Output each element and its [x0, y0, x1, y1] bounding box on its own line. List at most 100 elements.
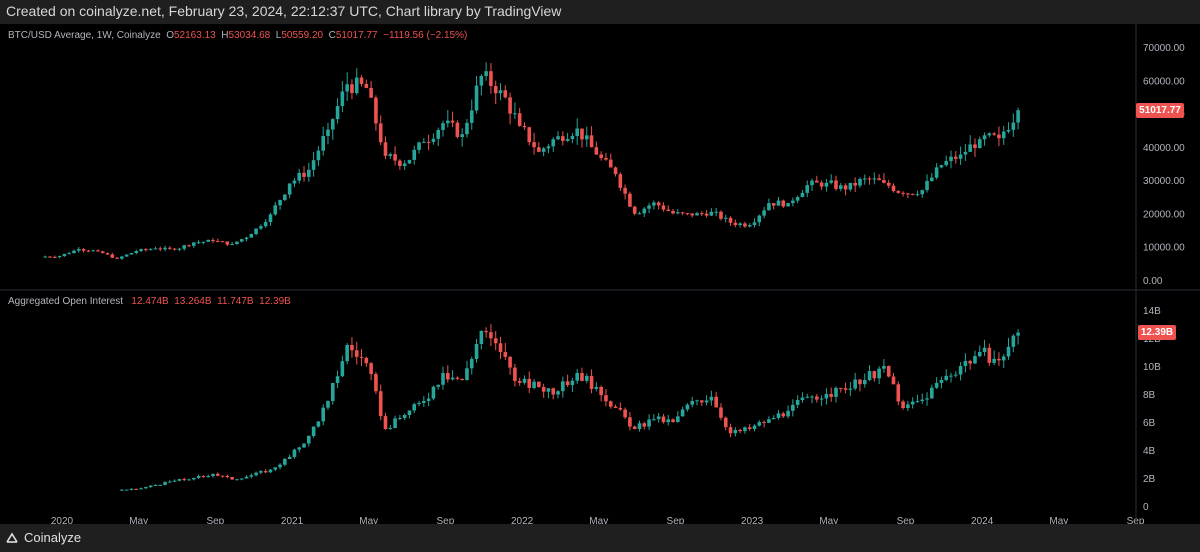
price-candle [656, 202, 661, 206]
oi-last-value-tag: 12.39B [1138, 325, 1176, 340]
price-candle [541, 148, 546, 152]
price-candle [709, 211, 714, 216]
oi-candle [287, 457, 292, 459]
oi-candle [987, 347, 992, 363]
oi-candle [886, 366, 891, 377]
price-candle [163, 247, 167, 250]
oi-candle [910, 401, 915, 405]
oi-candle [752, 425, 757, 429]
oi-candle [968, 361, 972, 364]
oi-candle [776, 413, 781, 419]
created-caption: Created on coinalyze.net, February 23, 2… [6, 3, 562, 19]
price-candle [647, 205, 651, 209]
price-candle [589, 135, 594, 148]
oi-candle [259, 471, 263, 473]
oi-candle [594, 387, 599, 389]
price-candle [944, 161, 949, 166]
price-candle [297, 172, 302, 181]
oi-candle [743, 427, 747, 432]
oi-candle [604, 395, 608, 402]
oi-candle [901, 401, 905, 408]
price-y-tick-label: 20000.00 [1143, 209, 1185, 220]
oi-candle [340, 361, 345, 377]
oi-candle [311, 426, 316, 436]
oi-candle [292, 449, 297, 457]
price-candle [954, 156, 958, 159]
price-candle [637, 213, 642, 215]
price-candle [206, 240, 210, 242]
price-candle [973, 144, 977, 149]
price-candle [100, 251, 105, 254]
price-last-value-tag: 51017.77 [1136, 103, 1184, 118]
price-candle [321, 135, 325, 151]
oi-candle [321, 407, 325, 422]
oi-candle [254, 472, 258, 476]
price-candle [584, 135, 589, 140]
price-candle [848, 182, 853, 190]
oi-candle [676, 416, 680, 422]
price-candle [743, 223, 747, 227]
price-candle [838, 185, 843, 189]
price-candle [177, 248, 182, 250]
price-candle [992, 133, 996, 135]
oi-candle [853, 379, 857, 389]
price-candle [67, 253, 71, 255]
oi-candle [187, 479, 191, 481]
price-candle [570, 136, 575, 139]
oi-legend-title: Aggregated Open Interest [8, 296, 124, 307]
price-candle [503, 90, 508, 98]
oi-y-tick-label: 4B [1143, 446, 1156, 457]
footer-brand[interactable]: Coinalyze [24, 530, 82, 545]
price-candle [680, 212, 685, 214]
oi-candle [589, 375, 594, 389]
footer-bar: Coinalyze [0, 524, 1200, 552]
oi-candle [795, 400, 800, 405]
x-tick-label: May [589, 516, 608, 524]
oi-candle [671, 419, 675, 422]
price-candle [642, 208, 647, 214]
oi-candle [906, 404, 910, 408]
price-candle [292, 180, 297, 184]
price-candle [134, 251, 139, 254]
oi-candle [791, 404, 795, 411]
low-label: L [275, 30, 282, 41]
price-candle [561, 136, 565, 141]
oi-candle [704, 400, 709, 403]
price-candles [43, 62, 1020, 260]
price-candle [498, 90, 503, 94]
oi-candle [297, 447, 302, 450]
price-candle [1011, 122, 1016, 130]
oi-candle [393, 418, 397, 428]
oi-candle [647, 419, 651, 427]
oi-candle [580, 373, 584, 381]
oi-candle [364, 357, 369, 364]
oi-candle [786, 410, 790, 417]
price-candle [311, 160, 316, 170]
price-candle [43, 256, 48, 258]
price-candle [862, 178, 867, 180]
oi-candle [460, 378, 464, 380]
oi-candle [508, 356, 512, 368]
price-candle [877, 178, 881, 181]
oi-candle [537, 381, 541, 387]
oi-candle [369, 363, 373, 375]
price-candle [982, 135, 987, 140]
high-value: 53034.68 [228, 30, 271, 41]
chart-canvas[interactable]: 0.0010000.0020000.0030000.0040000.005000… [0, 24, 1200, 524]
oi-candle [191, 478, 196, 480]
price-candle [532, 142, 536, 148]
oi-candle [656, 416, 661, 420]
price-candle [493, 86, 498, 94]
x-tick-label: May [819, 516, 838, 524]
price-candle [618, 174, 623, 188]
oi-candle [829, 394, 833, 397]
price-candle [781, 200, 786, 207]
price-candle [110, 254, 115, 258]
price-candle [76, 249, 81, 251]
oi-candle [345, 345, 349, 362]
oi-candle [225, 475, 230, 478]
price-candle [268, 214, 273, 223]
oi-candle [939, 380, 944, 383]
oi-candle [144, 487, 148, 489]
x-tick-label: Sep [897, 516, 915, 524]
